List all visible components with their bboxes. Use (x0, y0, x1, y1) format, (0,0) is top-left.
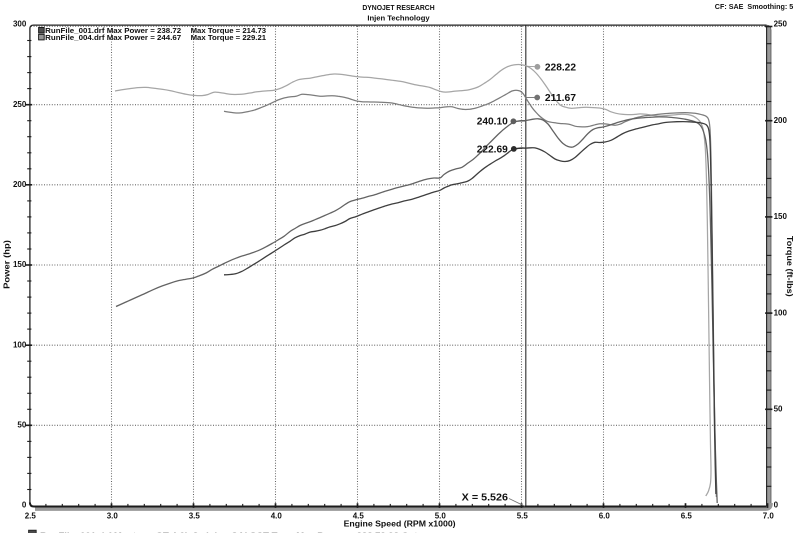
svg-text:RunFile_001.drf Mustang GT 4.: RunFile_001.drf Mustang GT 4.6L 3v Injen… (40, 531, 434, 533)
svg-text:Engine Speed (RPM x1000): Engine Speed (RPM x1000) (344, 518, 456, 528)
svg-text:CF: SAE Smoothing: 5: CF: SAE Smoothing: 5 (715, 2, 793, 11)
svg-text:0: 0 (22, 501, 27, 510)
svg-text:100: 100 (13, 340, 27, 349)
svg-text:5.5: 5.5 (517, 511, 529, 520)
svg-text:6.5: 6.5 (681, 511, 693, 520)
svg-text:228.22: 228.22 (545, 62, 576, 73)
svg-text:7.0: 7.0 (763, 511, 775, 520)
svg-text:DYNOJET RESEARCH: DYNOJET RESEARCH (362, 3, 434, 12)
svg-text:200: 200 (13, 180, 27, 189)
svg-text:300: 300 (13, 20, 27, 29)
svg-text:2.5: 2.5 (25, 511, 37, 520)
svg-text:RunFile_004.drf Max Power = 24: RunFile_004.drf Max Power = 244.67 (45, 33, 181, 42)
svg-text:240.10: 240.10 (477, 117, 508, 128)
svg-text:X = 5.526: X = 5.526 (462, 492, 509, 503)
svg-text:0: 0 (774, 501, 779, 510)
svg-text:6.0: 6.0 (599, 511, 611, 520)
svg-text:Max Torque = 214.73: Max Torque = 214.73 (191, 26, 267, 35)
svg-text:250: 250 (13, 100, 27, 109)
svg-text:222.69: 222.69 (477, 144, 508, 155)
svg-text:150: 150 (13, 260, 27, 269)
svg-text:50: 50 (17, 421, 26, 430)
svg-text:5.0: 5.0 (435, 511, 447, 520)
svg-text:4.0: 4.0 (271, 511, 283, 520)
svg-text:Max Torque = 229.21: Max Torque = 229.21 (191, 33, 267, 42)
svg-text:Injen Technology: Injen Technology (367, 13, 430, 22)
svg-text:250: 250 (774, 20, 788, 29)
svg-text:Power (hp): Power (hp) (1, 240, 11, 289)
svg-text:3.5: 3.5 (189, 511, 201, 520)
svg-text:150: 150 (774, 212, 788, 221)
svg-text:4.5: 4.5 (353, 511, 365, 520)
svg-text:211.67: 211.67 (545, 93, 576, 104)
svg-text:3.0: 3.0 (107, 511, 119, 520)
svg-text:200: 200 (774, 116, 788, 125)
svg-text:Torque (ft-lbs): Torque (ft-lbs) (785, 236, 795, 297)
svg-text:50: 50 (774, 405, 783, 414)
svg-text:RunFile_001.drf Max Power = 23: RunFile_001.drf Max Power = 238.72 (45, 26, 181, 35)
svg-text:100: 100 (774, 308, 788, 317)
